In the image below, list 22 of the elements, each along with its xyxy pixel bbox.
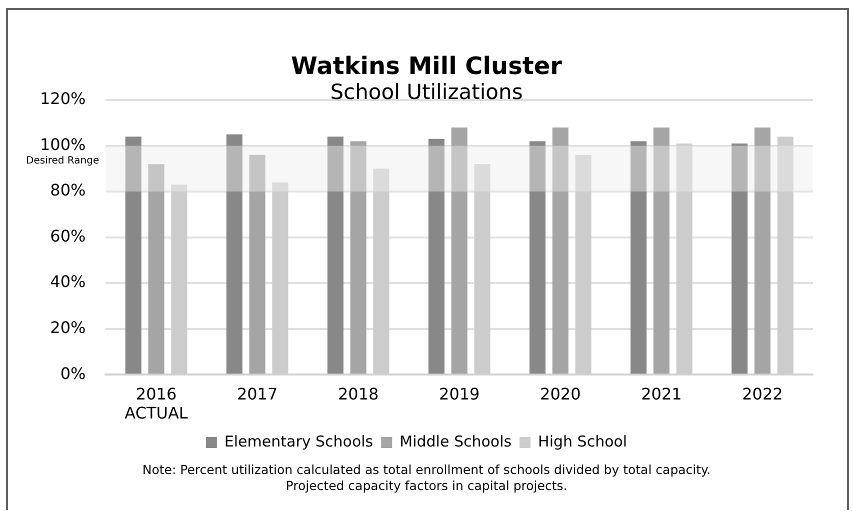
band-label: Desired Range — [26, 155, 100, 166]
x-tick-label: 2022 — [742, 384, 783, 404]
y-tick-label: 40% — [50, 272, 86, 292]
x-tick-label: 2020 — [540, 384, 581, 404]
legend-label: Elementary Schools — [224, 432, 374, 450]
text: Projected capacity factors in capital projects. — [284, 478, 568, 494]
legend-label: Middle Schools — [400, 432, 512, 450]
y-tick-label: 20% — [50, 318, 86, 337]
y-tick-label: 80% — [50, 180, 86, 200]
chart-subtitle: School Utilizations — [330, 80, 523, 104]
legend-label: High School — [538, 432, 628, 450]
y-tick-label: 120% — [40, 89, 86, 108]
x-tick-label: 2018 — [338, 384, 379, 404]
x-tick-label: 2016 ACTUAL — [124, 384, 188, 423]
x-tick-label: 2021 — [641, 384, 682, 404]
y-tick-label: 0% — [60, 364, 86, 383]
text: Note: Percent utilization calculated as total enrollment of schools divided by total capacity. — [141, 462, 712, 478]
chart-title: Watkins Mill Cluster — [290, 52, 563, 80]
y-tick-label: 60% — [50, 226, 86, 246]
x-tick-label: 2019 — [439, 384, 480, 404]
y-tick-label: 100% — [40, 134, 86, 154]
x-tick-label: 2017 — [236, 384, 278, 404]
